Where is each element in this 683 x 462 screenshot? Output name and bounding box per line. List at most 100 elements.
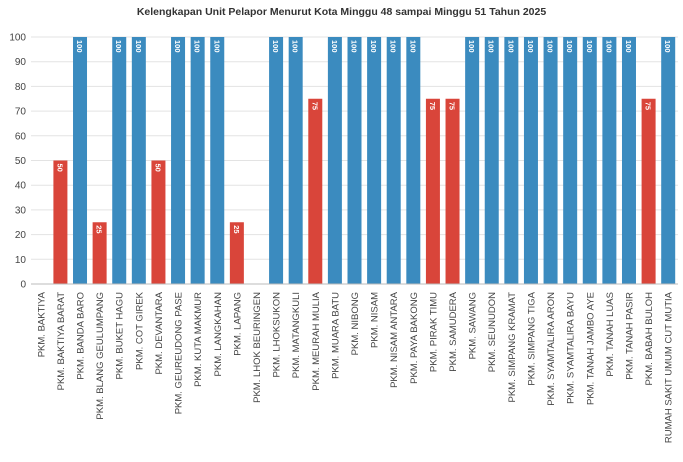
bar[interactable]: [73, 37, 88, 284]
data-label: 100: [212, 40, 221, 53]
y-tick-label: 10: [15, 255, 27, 266]
bar[interactable]: [602, 37, 617, 284]
x-tick-label: PKM. NISAM ANTARA: [389, 291, 400, 388]
x-tick-label: PKM. LAPANG: [232, 292, 243, 356]
x-tick-label: PKM. BAKTIYA BARAT: [56, 292, 67, 391]
data-label: 75: [448, 102, 457, 110]
bar[interactable]: [327, 37, 342, 284]
data-label: 100: [173, 40, 182, 53]
data-label: 100: [604, 40, 613, 53]
bar[interactable]: [582, 37, 597, 284]
bar[interactable]: [445, 98, 460, 284]
x-tick-label: PKM. TANAH JAMBO AYE: [585, 292, 596, 405]
bar[interactable]: [229, 222, 244, 284]
x-tick-label: PKM. PIRAK TIMU: [428, 292, 439, 372]
bar[interactable]: [92, 222, 107, 284]
x-tick-label: PKM. BANDA BARO: [76, 292, 87, 380]
x-tick-label: PKM. SEUNUDON: [487, 292, 498, 372]
data-label: 100: [291, 40, 300, 53]
bar[interactable]: [269, 37, 284, 284]
bar[interactable]: [406, 37, 421, 284]
bars: [53, 37, 676, 285]
data-label: 100: [506, 40, 515, 53]
data-label: 25: [95, 225, 104, 233]
x-tick-label: PKM. SYAMTALIRA BAYU: [566, 292, 577, 404]
x-tick-label: PKM. SAMUDERA: [448, 291, 459, 371]
y-tick-label: 20: [15, 230, 27, 241]
y-tick-label: 70: [15, 107, 27, 118]
data-label: 100: [408, 40, 417, 53]
bar[interactable]: [53, 160, 68, 285]
bar[interactable]: [347, 37, 362, 284]
data-label: 100: [663, 40, 672, 53]
data-label: 75: [428, 102, 437, 110]
bar[interactable]: [504, 37, 519, 284]
bar[interactable]: [543, 37, 558, 284]
y-tick-label: 100: [9, 33, 26, 44]
x-tick-label: PKM. KUTA MAKMUR: [193, 292, 204, 387]
y-tick-label: 0: [20, 280, 26, 291]
x-tick-labels: PKM. BAKTIYA PKM. BAKTIYA BARAT PKM. BANDA…: [36, 291, 674, 443]
x-tick-label: PKM. BLANG GEULUMPANG: [95, 292, 106, 420]
x-tick-label: PKM. TANAH PASIR: [624, 292, 635, 380]
x-tick-label: PKM. PAYA BAKONG: [409, 292, 420, 384]
bar[interactable]: [288, 37, 303, 284]
bar[interactable]: [308, 98, 323, 284]
bar[interactable]: [661, 37, 676, 284]
bar[interactable]: [210, 37, 225, 284]
bar[interactable]: [425, 98, 440, 284]
x-tick-label: PKM. MEURAH MULIA: [311, 291, 322, 390]
bar[interactable]: [131, 37, 146, 284]
bar[interactable]: [641, 98, 656, 284]
x-tick-label: PKM. LANGKAHAN: [213, 292, 224, 377]
bar[interactable]: [621, 37, 636, 284]
data-labels: 50 100 25 100 100 50 100 100 100 25 100 100 75 100 100…: [55, 40, 672, 234]
y-tick-label: 80: [15, 82, 27, 93]
x-tick-label: PKM. NIBONG: [350, 292, 361, 355]
bar[interactable]: [484, 37, 499, 284]
data-label: 100: [350, 40, 359, 53]
x-tick-label: PKM. MUARA BATU: [330, 292, 341, 379]
x-tick-label: PKM. BUKET HAGU: [115, 292, 126, 380]
data-label: 100: [75, 40, 84, 53]
bar[interactable]: [190, 37, 205, 284]
y-tick-labels: 0 10 20 30 40 50 60 70 80 90 100: [9, 33, 26, 291]
x-tick-label: PKM. SAWANG: [468, 292, 479, 359]
data-label: 100: [330, 40, 339, 53]
data-label: 100: [624, 40, 633, 53]
bar[interactable]: [367, 37, 382, 284]
x-tick-label: PKM. LHOK BEURINGEN: [252, 292, 263, 403]
x-tick-label: PKM. BAKTIYA: [36, 291, 47, 357]
x-tick-label: PKM. TANAH LUAS: [605, 292, 616, 377]
chart-title: Kelengkapan Unit Pelapor Menurut Kota Mi…: [136, 6, 547, 18]
data-label: 100: [585, 40, 594, 53]
x-tick-label: PKM. SIMPANG KRAMAT: [507, 292, 518, 403]
bar[interactable]: [523, 37, 538, 284]
data-label: 100: [114, 40, 123, 53]
data-label: 50: [55, 164, 64, 172]
data-label: 100: [134, 40, 143, 53]
x-tick-label: RUMAH SAKIT UMUM CUT MUTIA: [664, 291, 675, 443]
x-tick-label: PKM. DEVANTARA: [154, 291, 165, 374]
bar[interactable]: [112, 37, 127, 284]
bar[interactable]: [151, 160, 166, 285]
data-label: 100: [487, 40, 496, 53]
data-label: 100: [565, 40, 574, 53]
data-label: 75: [644, 102, 653, 110]
x-tick-label: PKM. NISAM: [370, 292, 381, 348]
x-tick-label: PKM. SYAMTALIRA ARON: [546, 292, 557, 406]
data-label: 100: [389, 40, 398, 53]
bar[interactable]: [386, 37, 401, 284]
x-tick-label: PKM. COT GIREK: [134, 291, 145, 370]
bar[interactable]: [465, 37, 480, 284]
x-tick-label: PKM. LHOKSUKON: [272, 292, 283, 378]
bar[interactable]: [171, 37, 186, 284]
x-tick-label: PKM. SIMPANG TIGA: [526, 291, 537, 385]
x-tick-label: PKM. MATANGKULI: [291, 292, 302, 378]
bar[interactable]: [563, 37, 578, 284]
y-tick-label: 50: [15, 156, 27, 167]
data-label: 25: [232, 225, 241, 233]
data-label: 100: [467, 40, 476, 53]
